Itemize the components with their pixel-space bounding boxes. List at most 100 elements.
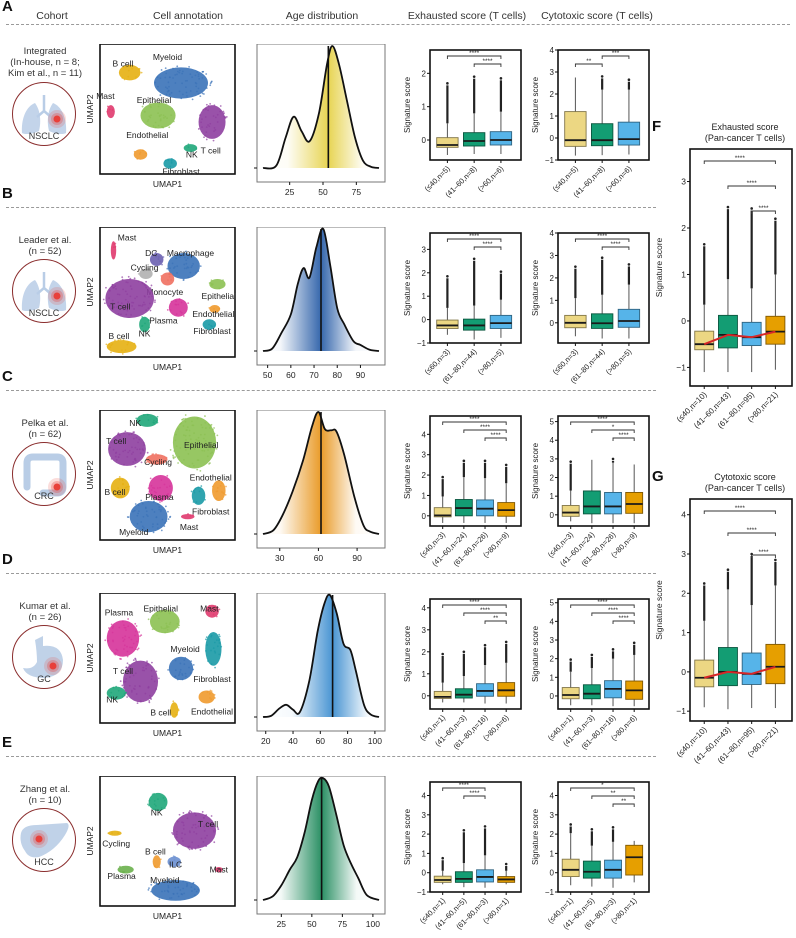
umap-cluster <box>102 275 156 318</box>
y-tick-label: 0 <box>550 511 555 520</box>
cluster-label: Endothelial <box>192 309 234 319</box>
y-tick-label: 0 <box>422 136 427 145</box>
significance-label: **** <box>619 432 630 439</box>
box <box>433 690 452 699</box>
cohort-line: (In-house, n = 8; <box>10 57 80 68</box>
y-tick-label: 2 <box>550 90 555 99</box>
cluster-label: DC <box>145 248 157 258</box>
cluster-label: Mast <box>200 604 219 614</box>
cluster-label: B cell <box>104 487 125 497</box>
umap-cluster <box>147 609 181 634</box>
umap-y-label: UMAP2 <box>86 826 95 856</box>
y-axis-label: Signature score <box>403 259 412 316</box>
significance-label: **** <box>491 432 502 439</box>
umap-cluster <box>197 102 228 142</box>
umap-cluster <box>147 878 200 901</box>
header-exhausted: Exhausted score (T cells) <box>407 10 527 22</box>
box <box>476 683 494 697</box>
umap-cluster <box>147 792 168 812</box>
cohort-label: Zhang et al. (n = 10) <box>4 784 86 806</box>
row-separator <box>6 573 656 574</box>
significance-bracket <box>601 246 630 250</box>
panel-letter: A <box>2 0 13 15</box>
y-tick-label: 0 <box>422 692 427 701</box>
box <box>564 314 587 329</box>
outlier-point <box>483 643 487 647</box>
umap-x-label: UMAP1 <box>153 911 183 921</box>
y-tick-label: 0 <box>550 692 555 701</box>
outlier-point <box>441 856 444 860</box>
colon-icon <box>23 453 67 497</box>
x-tick-label: 100 <box>368 736 382 746</box>
y-tick-label: 2 <box>550 474 555 483</box>
x-tick-label: 100 <box>366 919 380 929</box>
significance-label: **** <box>735 155 746 162</box>
outlier-point <box>446 82 449 85</box>
significance-label: **** <box>610 241 621 248</box>
y-tick-label: 2 <box>550 655 555 664</box>
group-label: (>80,n=5) <box>604 347 634 377</box>
outlier-point <box>600 256 604 259</box>
header-cell-annotation: Cell annotation <box>152 10 224 22</box>
y-tick-label: 3 <box>550 636 555 645</box>
outlier-point <box>472 257 476 261</box>
umap-cluster <box>171 810 220 851</box>
outlier-point <box>590 827 594 831</box>
umap-plot: B cell Myeloid Mast Epithelial T cell Endothe… <box>86 44 236 189</box>
y-tick-label: 0 <box>681 667 686 677</box>
umap-cluster <box>135 413 159 427</box>
outlier-point <box>750 207 753 210</box>
cluster-label: NK <box>129 418 141 428</box>
cluster-label: Fibroblast <box>162 166 200 176</box>
outlier-point <box>574 265 577 268</box>
x-tick-label: 60 <box>314 553 324 563</box>
umap-cluster <box>208 305 221 313</box>
x-tick-label: 40 <box>288 736 298 746</box>
umap-cluster <box>108 430 149 468</box>
significance-label: ** <box>586 58 592 65</box>
significance-label: **** <box>480 424 491 431</box>
pan-cancer-title: (Pan-cancer T cells) <box>704 133 786 143</box>
y-tick-label: 1 <box>550 673 555 682</box>
y-tick-label: 4 <box>550 229 555 238</box>
x-tick-label: 90 <box>356 370 366 380</box>
box <box>718 647 738 687</box>
x-tick-label: 75 <box>338 919 348 929</box>
significance-bracket <box>727 185 776 189</box>
outlier-point <box>483 825 487 828</box>
header-cohort: Cohort <box>36 10 68 22</box>
umap-cluster <box>205 604 221 618</box>
umap-x-label: UMAP1 <box>153 728 183 738</box>
box <box>718 314 738 349</box>
significance-label: **** <box>469 233 480 240</box>
significance-label: **** <box>480 607 491 614</box>
y-tick-label: 1 <box>422 849 427 858</box>
significance-label: **** <box>469 599 480 606</box>
umap-cluster <box>214 867 223 873</box>
y-tick-label: 2 <box>681 588 686 598</box>
cluster-label: Plasma <box>107 871 136 881</box>
y-tick-label: 0 <box>681 316 686 326</box>
box <box>582 684 601 700</box>
density-curve <box>262 411 380 535</box>
y-tick-label: 3 <box>550 251 555 260</box>
y-tick-label: 2 <box>422 830 427 839</box>
outlier-point <box>702 582 706 585</box>
outlier-point <box>504 640 508 644</box>
outlier-point <box>611 457 615 461</box>
umap-cluster <box>105 338 137 355</box>
cluster-label: NK <box>106 695 118 705</box>
significance-bracket <box>442 421 507 425</box>
y-tick-label: 4 <box>550 436 555 445</box>
cohort-line: Pelka et al. <box>21 418 69 429</box>
x-tick-label: 25 <box>285 187 295 197</box>
outlier-point <box>627 78 631 81</box>
significance-bracket <box>727 532 776 536</box>
pan-cancer-title: Exhausted score <box>711 122 779 132</box>
panel-letter: B <box>2 185 13 202</box>
cluster-label: Plasma <box>149 316 178 326</box>
y-axis-label: Signature score <box>403 625 412 682</box>
significance-bracket <box>446 238 502 242</box>
